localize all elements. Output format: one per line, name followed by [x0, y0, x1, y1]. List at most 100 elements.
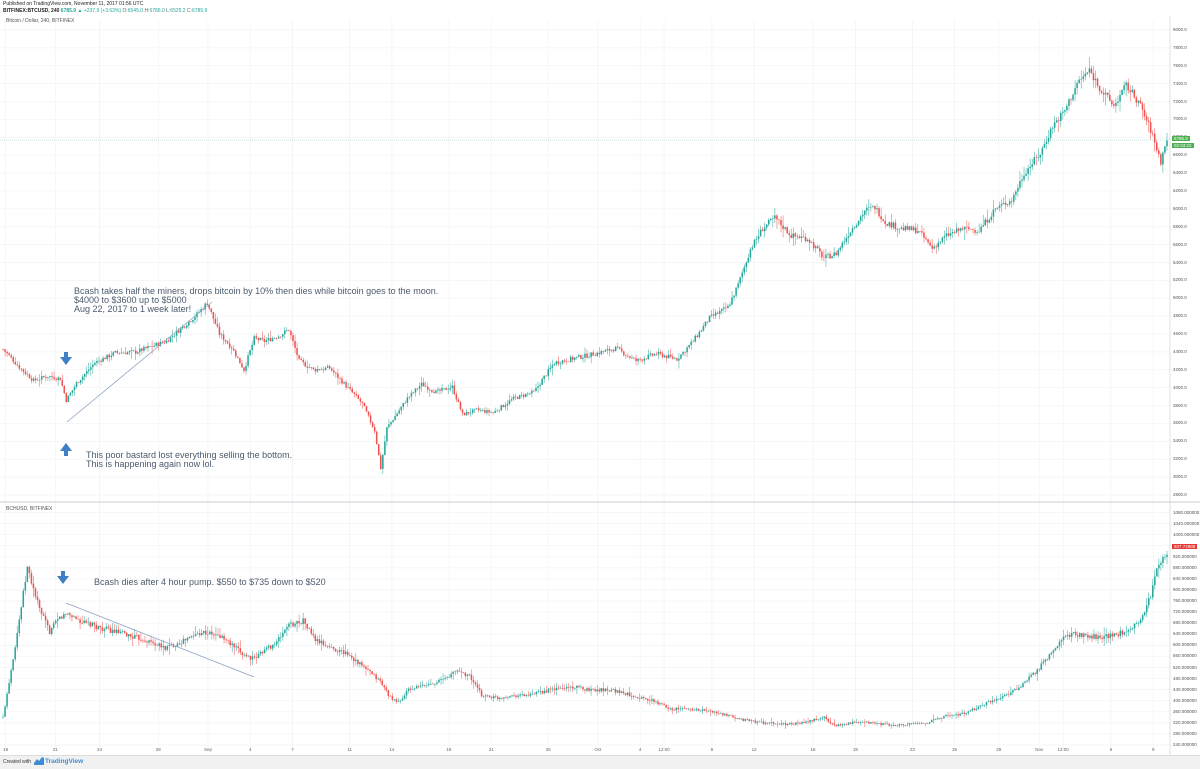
btc-candle[interactable] [253, 336, 255, 345]
bch-candle[interactable] [136, 634, 138, 636]
bch-candle[interactable] [192, 635, 195, 637]
btc-candle[interactable] [132, 350, 135, 351]
bch-candle[interactable] [312, 633, 315, 636]
bch-candle[interactable] [922, 722, 925, 724]
btc-candle[interactable] [706, 321, 709, 323]
btc-candle[interactable] [1000, 204, 1003, 206]
btc-candle[interactable] [1088, 68, 1091, 73]
btc-candle[interactable] [1098, 85, 1101, 92]
btc-candle[interactable] [863, 210, 866, 215]
btc-candle[interactable] [1084, 73, 1087, 77]
btc-candle[interactable] [1064, 110, 1066, 112]
btc-candle[interactable] [457, 399, 460, 402]
bch-candle[interactable] [866, 721, 868, 723]
btc-candle[interactable] [302, 359, 304, 363]
bch-candle[interactable] [691, 708, 694, 711]
btc-annotation-line-3[interactable]: Aug 22, 2017 to 1 week later! [74, 304, 192, 314]
btc-candle[interactable] [14, 361, 17, 365]
btc-candle[interactable] [727, 305, 729, 309]
tradingview-brand[interactable]: TradingView [45, 758, 84, 765]
bch-candle[interactable] [515, 695, 517, 697]
bch-candle[interactable] [490, 697, 493, 699]
bch-candle[interactable] [381, 680, 383, 686]
bch-candle[interactable] [778, 723, 781, 725]
bch-candle[interactable] [638, 697, 641, 699]
bch-candle[interactable] [387, 690, 390, 696]
bch-candle[interactable] [1156, 568, 1158, 577]
btc-candle[interactable] [745, 262, 748, 268]
btc-candle[interactable] [580, 355, 582, 359]
btc-candle[interactable] [716, 312, 719, 314]
btc-candle[interactable] [447, 389, 449, 391]
btc-candle[interactable] [721, 308, 723, 311]
btc-candle[interactable] [173, 335, 176, 337]
bch-candle[interactable] [880, 723, 882, 726]
bch-candle[interactable] [1087, 634, 1089, 638]
bch-candle[interactable] [959, 713, 961, 716]
btc-candle[interactable] [686, 347, 688, 353]
btc-candle[interactable] [1078, 79, 1080, 83]
btc-candle[interactable] [424, 386, 427, 388]
bch-candle[interactable] [115, 629, 118, 633]
bch-candle[interactable] [843, 724, 846, 725]
btc-candle[interactable] [486, 410, 488, 413]
btc-candle[interactable] [712, 314, 715, 316]
btc-candle[interactable] [361, 401, 364, 403]
btc-candle[interactable] [927, 239, 929, 243]
btc-candle[interactable] [45, 377, 47, 378]
bch-candle[interactable] [1111, 633, 1114, 637]
btc-candle[interactable] [872, 206, 874, 207]
btc-candle[interactable] [527, 393, 529, 395]
bch-candle[interactable] [892, 724, 895, 726]
btc-candle[interactable] [814, 246, 817, 249]
btc-candle[interactable] [431, 390, 433, 392]
btc-candle[interactable] [753, 239, 756, 248]
btc-candle[interactable] [265, 340, 268, 342]
btc-candle[interactable] [382, 454, 384, 469]
btc-candle[interactable] [455, 394, 458, 400]
btc-candle[interactable] [377, 444, 380, 456]
btc-candle[interactable] [167, 340, 170, 342]
btc-candle[interactable] [414, 388, 417, 393]
bch-candle[interactable] [302, 618, 304, 624]
btc-candle[interactable] [729, 304, 731, 306]
arrow-down-icon[interactable] [57, 571, 69, 584]
bch-candle[interactable] [63, 614, 65, 619]
bch-candle[interactable] [616, 690, 619, 693]
bch-candle[interactable] [282, 632, 284, 637]
bch-candle[interactable] [464, 672, 467, 676]
btc-candle[interactable] [990, 216, 993, 220]
bch-candle[interactable] [119, 631, 122, 633]
bch-candle[interactable] [831, 723, 834, 724]
btc-candle[interactable] [841, 242, 844, 248]
btc-candle[interactable] [55, 379, 57, 380]
btc-candle[interactable] [88, 369, 90, 372]
btc-candle[interactable] [16, 364, 19, 366]
btc-candle[interactable] [73, 386, 76, 391]
bch-candle[interactable] [1003, 694, 1006, 697]
bch-candle[interactable] [1026, 680, 1028, 682]
btc-candle[interactable] [629, 356, 631, 358]
btc-candle[interactable] [169, 337, 172, 342]
bch-candle[interactable] [949, 715, 951, 717]
bch-candle[interactable] [525, 694, 527, 696]
bch-candle[interactable] [225, 639, 227, 641]
bch-candle[interactable] [495, 696, 497, 697]
btc-candle[interactable] [833, 252, 835, 257]
btc-candle[interactable] [94, 362, 96, 365]
btc-candle[interactable] [522, 394, 525, 397]
bch-candle[interactable] [728, 714, 730, 716]
btc-candle[interactable] [65, 393, 68, 403]
bch-candle[interactable] [69, 613, 71, 616]
bch-candle[interactable] [705, 710, 708, 712]
bch-candle[interactable] [537, 691, 540, 693]
btc-candle[interactable] [610, 349, 613, 351]
btc-candle[interactable] [696, 335, 699, 338]
btc-candle[interactable] [392, 420, 394, 422]
btc-candle[interactable] [1080, 79, 1082, 80]
btc-candle[interactable] [4, 349, 6, 352]
btc-candle[interactable] [449, 388, 452, 390]
btc-candle[interactable] [120, 352, 123, 354]
btc-candle[interactable] [616, 346, 619, 348]
btc-candle[interactable] [433, 391, 435, 394]
